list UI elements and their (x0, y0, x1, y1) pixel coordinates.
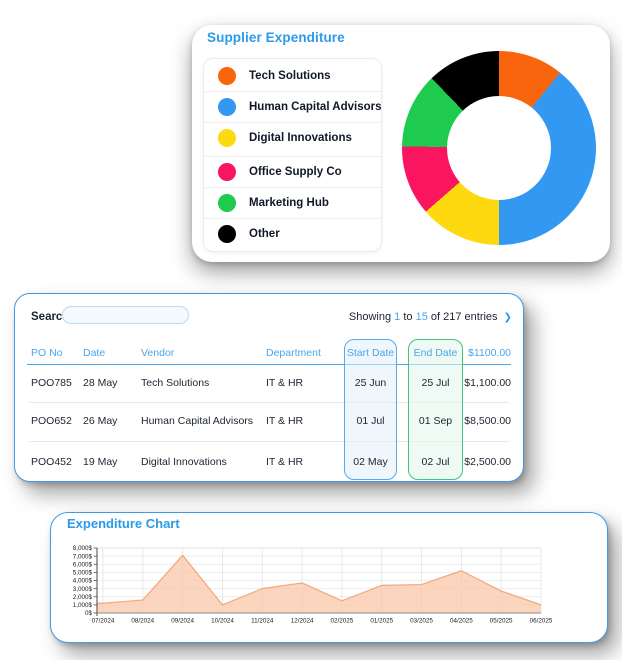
legend-item[interactable]: Marketing Hub (204, 187, 381, 218)
y-axis-tick-label: 1,000$ (73, 602, 93, 609)
start-date-column-highlight (344, 339, 397, 480)
y-axis-tick-label: 8,000$ (73, 545, 93, 552)
legend-item[interactable]: Human Capital Advisors (204, 90, 382, 122)
legend-color-dot (218, 225, 236, 244)
cell-end-date: 25 Jul (421, 377, 450, 389)
cell-vendor: Digital Innovations (141, 455, 227, 468)
cell-date: 19 May (83, 455, 118, 468)
legend-color-dot (218, 163, 236, 182)
legend-label: Tech Solutions (249, 69, 331, 82)
header-cell-po-no[interactable]: PO No (31, 347, 63, 359)
header-cell-end-date[interactable]: End Date (413, 347, 458, 359)
cell-amount: $8,500.00 (464, 415, 511, 427)
y-axis-tick-label: 7,000$ (73, 553, 93, 560)
supplier-donut-chart[interactable] (402, 51, 596, 245)
x-axis-tick-label: 07/2024 (92, 618, 115, 625)
cell-date: 26 May (83, 415, 118, 427)
table-row: POO785 28 May Tech Solutions IT & HR 25 Jun 2… (15, 364, 523, 402)
cell-vendor: Tech Solutions (141, 377, 210, 389)
legend-label: Digital Innovations (249, 131, 352, 144)
x-axis-tick-label: 03/2025 (410, 618, 433, 625)
x-axis-tick-label: 02/2025 (331, 618, 354, 625)
cell-vendor: Human Capital Advisors (141, 415, 254, 427)
supplier-legend: Tech Solutions Human Capital Advisors Digi… (203, 58, 382, 252)
showing-from: 1 (394, 311, 401, 323)
header-divider (27, 364, 511, 365)
row-divider (29, 402, 509, 403)
row-divider (29, 441, 509, 442)
cell-po-no: POO452 (31, 455, 72, 468)
showing-prefix: Showing (348, 311, 392, 323)
legend-label: Marketing Hub (249, 197, 329, 210)
legend-label: Office Supply Co (249, 166, 342, 179)
y-axis-tick-label: 2,000$ (73, 594, 93, 601)
legend-item[interactable]: Other (204, 218, 381, 249)
supplier-expenditure-card: Supplier Expenditure Tech Solutions Human… (192, 25, 610, 262)
x-axis-tick-label: 04/2025 (450, 618, 473, 625)
cell-department: IT & HR (266, 415, 304, 427)
supplier-card-title: Supplier Expenditure (207, 30, 345, 45)
cell-department: IT & HR (266, 377, 304, 389)
y-axis-tick-label: 3,000$ (73, 586, 93, 593)
cell-start-date: 02 May (353, 455, 388, 468)
header-cell-date[interactable]: Date (83, 347, 106, 359)
header-cell-department[interactable]: Department (266, 347, 321, 359)
header-cell-start-date[interactable]: Start Date (346, 347, 395, 359)
legend-label: Human Capital Advisors (249, 100, 382, 113)
cell-date: 28 May (83, 377, 118, 389)
end-date-column-highlight (408, 339, 463, 480)
x-axis-tick-label: 11/2024 (251, 618, 274, 625)
cell-amount: $2,500.00 (464, 455, 511, 468)
x-axis-tick-label: 12/2024 (291, 618, 314, 625)
table-row: POO452 19 May Digital Innovations IT & HR 02… (15, 441, 523, 482)
cell-start-date: 25 Jun (354, 377, 387, 389)
y-axis-tick-label: 4,000$ (73, 578, 93, 585)
legend-color-dot (218, 97, 236, 116)
search-input[interactable] (62, 306, 189, 324)
cell-department: IT & HR (266, 455, 304, 468)
y-axis-tick-label: 6,000$ (73, 561, 93, 568)
showing-to: 15 (415, 311, 428, 323)
table-row: POO652 26 May Human Capital Advisors IT & H… (15, 402, 523, 440)
search-label: Search (31, 311, 70, 323)
y-axis-tick-label: 0$ (85, 610, 93, 617)
cell-po-no: POO652 (31, 415, 72, 427)
pagination-summary: Showing 1 to 15 of 217 entries ❯ (349, 311, 512, 323)
cell-end-date: 01 Sep (418, 415, 453, 427)
legend-color-dot (218, 128, 236, 147)
header-cell-amount[interactable]: $1100.00 (467, 347, 511, 359)
showing-to-word: to (403, 311, 413, 323)
table-toolbar: Search Showing 1 to 15 of 217 entries ❯ (15, 304, 523, 332)
x-axis-tick-label: 05/2025 (490, 618, 513, 625)
legend-item[interactable]: Office Supply Co (204, 156, 381, 187)
expenditure-chart-card: Expenditure Chart 0$ 1,000$ 2,000$ 3,000$ 4,… (50, 512, 608, 643)
table-header-row: PO No Date Vendor Department Start Date End D… (15, 342, 523, 364)
cell-po-no: POO785 (31, 377, 72, 389)
expenditure-chart-title: Expenditure Chart (67, 516, 180, 531)
x-axis-tick-label: 01/2025 (370, 618, 393, 625)
legend-label: Other (249, 228, 280, 241)
header-cell-vendor[interactable]: Vendor (141, 347, 175, 359)
area-fill (97, 555, 541, 613)
showing-suffix: of 217 entries (430, 311, 498, 323)
x-axis-tick-label: 09/2024 (171, 618, 194, 625)
next-page-chevron-icon[interactable]: ❯ (503, 312, 512, 323)
x-axis-tick-label: 06/2025 (530, 618, 553, 625)
legend-item[interactable]: Tech Solutions (204, 61, 381, 91)
cell-end-date: 02 Jul (421, 455, 450, 468)
expenditure-area-chart: 0$1,000$2,000$3,000$4,000$5,000$ 6,000$7,… (73, 545, 553, 625)
purchase-orders-card: Search Showing 1 to 15 of 217 entries ❯ … (14, 293, 524, 482)
x-axis-tick-label: 10/2024 (211, 618, 234, 625)
legend-color-dot (218, 66, 236, 85)
y-axis-tick-label: 5,000$ (73, 570, 93, 577)
legend-item[interactable]: Digital Innovations (204, 121, 381, 153)
legend-color-dot (218, 194, 236, 213)
area-line (97, 554, 542, 606)
cell-start-date: 01 Jul (356, 415, 385, 427)
x-axis-tick-label: 08/2024 (131, 618, 154, 625)
cell-amount: $1,100.00 (464, 377, 511, 389)
